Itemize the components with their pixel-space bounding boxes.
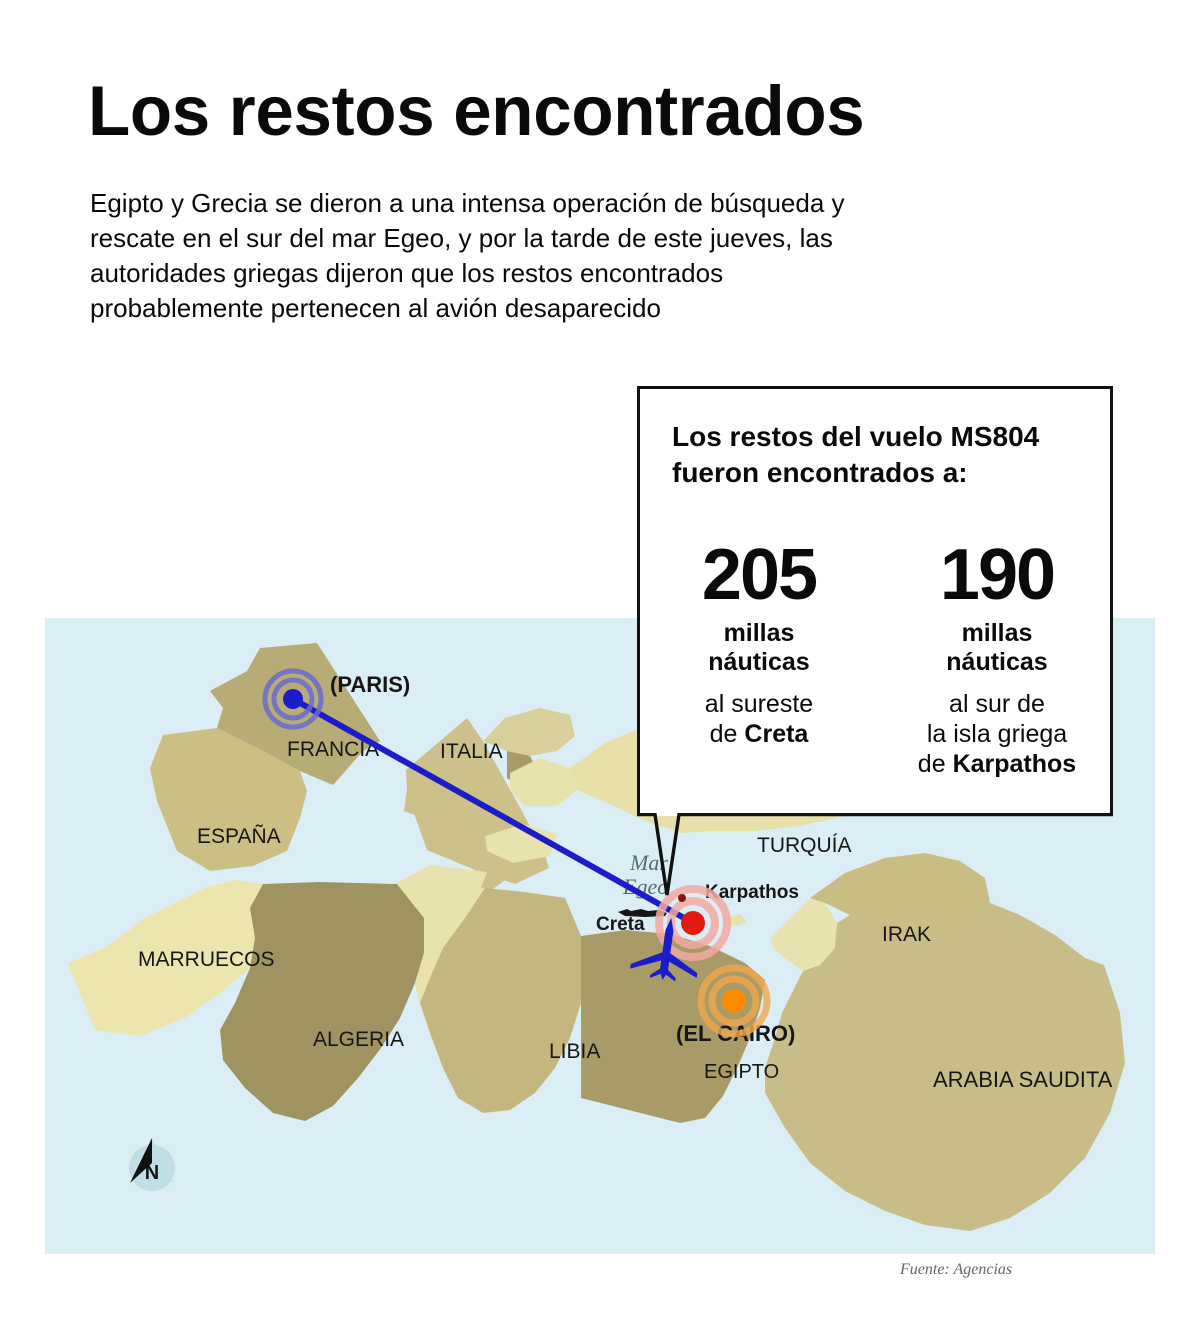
- svg-text:LIBIA: LIBIA: [549, 1040, 600, 1063]
- svg-text:EGIPTO: EGIPTO: [704, 1061, 779, 1083]
- svg-text:ALGERIA: ALGERIA: [313, 1028, 404, 1051]
- svg-text:ESPAÑA: ESPAÑA: [197, 824, 281, 848]
- svg-text:N: N: [145, 1162, 159, 1184]
- svg-text:ITALIA: ITALIA: [440, 740, 503, 763]
- svg-text:(PARIS): (PARIS): [330, 672, 410, 697]
- svg-text:MARRUECOS: MARRUECOS: [138, 948, 275, 971]
- svg-text:IRAK: IRAK: [882, 923, 931, 946]
- svg-text:ARABIA SAUDITA: ARABIA SAUDITA: [933, 1067, 1113, 1092]
